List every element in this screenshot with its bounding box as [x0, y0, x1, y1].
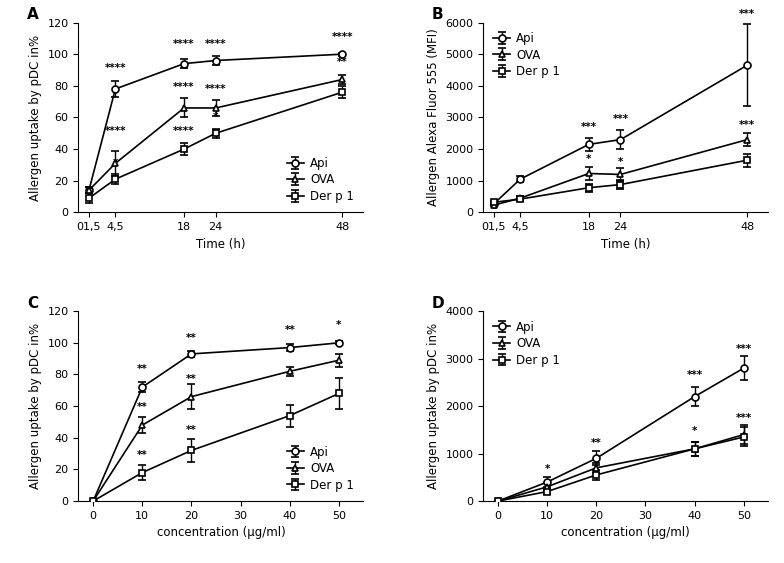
X-axis label: Time (h): Time (h) — [601, 238, 651, 251]
Text: ***: *** — [735, 413, 752, 423]
Text: *: * — [586, 154, 591, 164]
X-axis label: concentration (μg/ml): concentration (μg/ml) — [157, 526, 285, 539]
Text: ****: **** — [173, 39, 194, 50]
Text: **: ** — [186, 425, 197, 435]
Text: ***: *** — [735, 344, 752, 354]
Text: *: * — [544, 464, 550, 475]
Text: **: ** — [186, 333, 197, 343]
Text: *: * — [213, 112, 219, 122]
Legend: Api, OVA, Der p 1: Api, OVA, Der p 1 — [283, 442, 358, 495]
Text: **: ** — [186, 374, 197, 384]
Text: *: * — [692, 426, 697, 436]
Text: ***: *** — [739, 10, 755, 19]
Text: ****: **** — [332, 32, 353, 42]
Text: *: * — [618, 157, 623, 167]
Text: **: ** — [137, 403, 147, 413]
Text: ****: **** — [104, 63, 126, 73]
Text: ***: *** — [687, 370, 702, 380]
Text: ****: **** — [205, 84, 227, 93]
Text: **: ** — [137, 364, 147, 374]
Text: D: D — [432, 296, 445, 311]
Text: C: C — [27, 296, 38, 311]
Text: ***: *** — [612, 114, 629, 124]
Text: **: ** — [285, 325, 295, 335]
Text: ****: **** — [104, 127, 126, 136]
Text: ***: *** — [739, 120, 755, 130]
Y-axis label: Allergen uptake by pDC in%: Allergen uptake by pDC in% — [29, 323, 42, 489]
Legend: Api, OVA, Der p 1: Api, OVA, Der p 1 — [489, 28, 564, 82]
Text: ****: **** — [173, 127, 194, 136]
Legend: Api, OVA, Der p 1: Api, OVA, Der p 1 — [283, 153, 358, 207]
Text: **: ** — [591, 438, 601, 448]
Text: ****: **** — [173, 82, 194, 92]
Text: ****: **** — [205, 39, 227, 50]
Text: B: B — [432, 7, 444, 23]
Text: **: ** — [337, 57, 348, 67]
Text: A: A — [27, 7, 39, 23]
X-axis label: concentration (μg/ml): concentration (μg/ml) — [561, 526, 690, 539]
Y-axis label: Allergen uptake by pDC in%: Allergen uptake by pDC in% — [29, 34, 42, 200]
Text: *: * — [336, 320, 342, 330]
Y-axis label: Allergen Alexa Fluor 555 (MFI): Allergen Alexa Fluor 555 (MFI) — [426, 29, 440, 207]
Text: **: ** — [137, 450, 147, 460]
Text: *: * — [113, 158, 118, 168]
Text: ***: *** — [581, 122, 597, 132]
X-axis label: Time (h): Time (h) — [196, 238, 245, 251]
Y-axis label: Allergen uptake by pDC in%: Allergen uptake by pDC in% — [426, 323, 440, 489]
Legend: Api, OVA, Der p 1: Api, OVA, Der p 1 — [489, 317, 564, 370]
